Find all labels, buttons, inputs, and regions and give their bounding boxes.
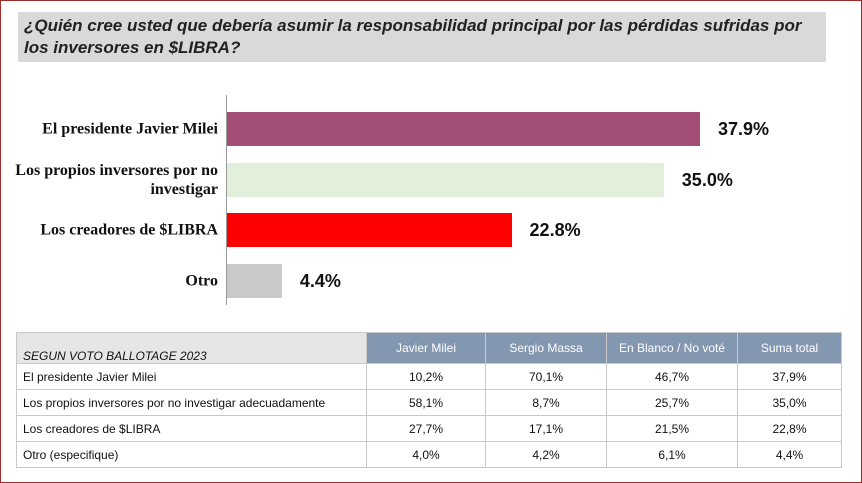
header-cell: Suma total <box>737 332 842 364</box>
category-label: El presidente Javier Milei <box>42 120 218 138</box>
table-cell: El presidente Javier Milei <box>16 363 367 390</box>
table-cell: 70,1% <box>485 363 607 390</box>
chart-title: ¿Quién cree usted que debería asumir la … <box>18 12 826 62</box>
category-label: Los creadores de $LIBRA <box>40 221 218 239</box>
table-cell: 22,8% <box>737 415 842 442</box>
value-label: 22.8% <box>529 220 581 240</box>
table-cell: Otro (especifique) <box>16 441 367 468</box>
table-cell: 25,7% <box>606 389 738 416</box>
table-cell: 10,2% <box>366 363 486 390</box>
table-cell: 46,7% <box>606 363 738 390</box>
table-row: El presidente Javier Milei 10,2% 70,1% 46,7… <box>16 363 842 390</box>
bar <box>227 163 664 197</box>
table-cell: 27,7% <box>366 415 486 442</box>
table-cell: 17,1% <box>485 415 607 442</box>
table-row: Los creadores de $LIBRA 27,7% 17,1% 21,5% 22… <box>16 415 842 442</box>
header-cell: Javier Milei <box>366 332 486 364</box>
table-cell: 21,5% <box>606 415 738 442</box>
table-cell: Los propios inversores por no investigar… <box>16 389 367 416</box>
bar <box>227 112 700 146</box>
table-row: Los propios inversores por no investigar… <box>16 389 842 416</box>
table-cell: 6,1% <box>606 441 738 468</box>
value-label: 35.0% <box>681 170 733 190</box>
value-label: 4.4% <box>299 271 341 291</box>
table-cell: Los creadores de $LIBRA <box>16 415 367 442</box>
table-cell: 35,0% <box>737 389 842 416</box>
header-cell: SEGUN VOTO BALLOTAGE 2023 <box>16 332 367 364</box>
table-cell: 4,4% <box>737 441 842 468</box>
value-label: 37.9% <box>718 119 770 139</box>
bar <box>227 264 282 298</box>
axis-line <box>226 95 227 305</box>
table-cell: 4,0% <box>366 441 486 468</box>
table-cell: 58,1% <box>366 389 486 416</box>
table-row: Otro (especifique) 4,0% 4,2% 6,1% 4,4% <box>16 441 842 468</box>
category-label: Los propios inversores por no investigar <box>15 162 218 198</box>
table-cell: 8,7% <box>485 389 607 416</box>
table-cell: 37,9% <box>737 363 842 390</box>
bar <box>227 213 512 247</box>
table-cell: 4,2% <box>485 441 607 468</box>
header-cell: Sergio Massa <box>485 332 607 364</box>
category-label: Otro <box>185 272 218 290</box>
header-cell: En Blanco / No voté <box>606 332 738 364</box>
table: SEGUN VOTO BALLOTAGE 2023 Javier Milei Ser… <box>16 332 842 468</box>
